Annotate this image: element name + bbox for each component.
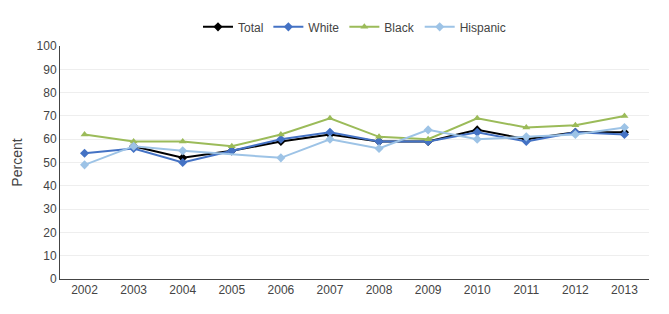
svg-text:2004: 2004 <box>169 283 196 297</box>
svg-text:2003: 2003 <box>120 283 147 297</box>
svg-text:Black: Black <box>384 21 414 35</box>
svg-text:Total: Total <box>238 21 263 35</box>
svg-text:2012: 2012 <box>562 283 589 297</box>
svg-text:0: 0 <box>50 272 57 286</box>
svg-text:50: 50 <box>43 156 57 170</box>
svg-text:40: 40 <box>43 179 57 193</box>
svg-text:10: 10 <box>43 249 57 263</box>
svg-text:60: 60 <box>43 132 57 146</box>
svg-text:2009: 2009 <box>415 283 442 297</box>
svg-text:20: 20 <box>43 226 57 240</box>
svg-text:80: 80 <box>43 86 57 100</box>
svg-text:30: 30 <box>43 202 57 216</box>
svg-text:2013: 2013 <box>611 283 638 297</box>
svg-text:100: 100 <box>37 39 57 53</box>
svg-text:70: 70 <box>43 109 57 123</box>
svg-text:2002: 2002 <box>71 283 98 297</box>
svg-text:Hispanic: Hispanic <box>460 21 506 35</box>
svg-text:Percent: Percent <box>9 138 25 186</box>
svg-text:2007: 2007 <box>317 283 344 297</box>
svg-text:2006: 2006 <box>268 283 295 297</box>
svg-text:90: 90 <box>43 63 57 77</box>
svg-text:2011: 2011 <box>513 283 539 297</box>
svg-text:2005: 2005 <box>218 283 245 297</box>
svg-text:White: White <box>308 21 339 35</box>
svg-text:2010: 2010 <box>464 283 491 297</box>
svg-text:2008: 2008 <box>366 283 393 297</box>
